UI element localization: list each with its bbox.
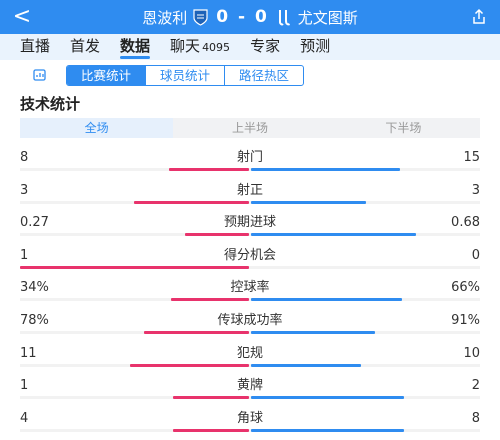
away-stat-value: 91% — [451, 313, 480, 328]
away-stat-bar — [251, 428, 404, 432]
home-stat-value: 34% — [20, 280, 49, 296]
tab-lineup[interactable]: 首发 — [70, 37, 101, 55]
stats-type-segment: 比赛统计 球员统计 路径热区 — [66, 65, 305, 86]
period-first-half[interactable]: 上半场 — [231, 121, 268, 135]
stat-row: 78% 传球成功率 91% — [0, 313, 500, 347]
home-team-name: 恩波利 — [142, 8, 188, 27]
home-stat-bar — [171, 298, 249, 302]
home-stat-bar — [173, 396, 249, 400]
stat-row: 1 得分机会 0 — [0, 248, 500, 282]
home-team-crest-icon — [193, 8, 208, 26]
stat-row: 8 射门 15 — [0, 150, 500, 184]
away-stat-value: 3 — [471, 182, 480, 198]
home-stat-value: 11 — [20, 345, 37, 361]
away-stat-bar — [251, 298, 402, 302]
away-stat-value: 66% — [451, 280, 480, 296]
away-stat-bar — [251, 200, 366, 204]
period-full[interactable]: 全场 — [20, 118, 174, 138]
home-stat-bar — [185, 233, 249, 237]
away-stat-bar — [251, 363, 361, 367]
stat-row: 34% 控球率 66% — [0, 280, 500, 314]
scoreline: 恩波利 0 - 0 尤文图斯 — [0, 0, 500, 34]
tab-experts[interactable]: 专家 — [250, 37, 281, 55]
stat-row: 4 角球 8 — [0, 411, 500, 440]
back-button[interactable]: < — [12, 4, 32, 29]
stat-row: 11 犯规 10 — [0, 346, 500, 380]
stat-row: 0.27 预期进球 0.68 — [0, 215, 500, 249]
section-title: 技术统计 — [20, 95, 81, 113]
stat-label: 黄牌 — [236, 378, 263, 394]
away-stat-value: 10 — [463, 345, 480, 361]
segment-player-stats[interactable]: 球员统计 — [145, 66, 224, 85]
stat-label: 射门 — [236, 150, 263, 165]
tab-data[interactable]: 数据 — [100, 34, 151, 60]
share-icon[interactable] — [470, 8, 488, 26]
away-stat-bar — [251, 168, 400, 171]
stat-bar-track — [20, 233, 480, 237]
segment-heatmap[interactable]: 路径热区 — [224, 66, 303, 85]
stat-bar-track — [20, 265, 480, 269]
chart-toggle-icon[interactable] — [32, 67, 48, 83]
stat-row: 1 黄牌 2 — [0, 378, 500, 412]
home-stat-value: 4 — [20, 410, 29, 426]
match-score: 0 - 0 — [216, 7, 269, 27]
home-stat-value: 8 — [20, 150, 29, 165]
home-stat-value: 1 — [20, 247, 29, 263]
stat-label: 传球成功率 — [217, 313, 283, 328]
stat-bar-track — [20, 298, 480, 302]
home-stat-bar — [134, 200, 249, 204]
tab-chat[interactable]: 聊天 4095 — [170, 37, 231, 55]
away-stat-value: 8 — [471, 410, 480, 426]
away-team-crest-icon — [278, 9, 290, 25]
home-stat-value: 0.27 — [20, 215, 49, 231]
stat-bar-track — [20, 331, 480, 334]
away-team-name: 尤文图斯 — [297, 8, 358, 27]
home-stat-value: 78% — [20, 313, 49, 328]
stat-label: 控球率 — [230, 280, 270, 296]
stat-bar-track — [20, 168, 480, 171]
chat-count: 4095 — [202, 41, 231, 54]
match-tabs: 直播 首发 数据 聊天 4095 专家 预测 — [0, 34, 500, 60]
tab-predictions[interactable]: 预测 — [300, 37, 331, 55]
stats-segment-row: 比赛统计 球员统计 路径热区 — [0, 60, 500, 90]
stat-label: 预期进球 — [223, 215, 276, 231]
away-stat-bar — [251, 233, 416, 237]
stat-bar-track — [20, 200, 480, 204]
home-stat-bar — [173, 428, 249, 432]
away-stat-value: 0.68 — [451, 215, 480, 231]
away-stat-bar — [251, 331, 375, 334]
stat-bar-track — [20, 428, 480, 432]
period-selector: 全场 上半场 下半场 — [20, 118, 480, 138]
period-second-half[interactable]: 下半场 — [385, 121, 422, 135]
away-stat-bar — [251, 396, 404, 400]
stat-label: 犯规 — [236, 345, 263, 361]
home-stat-bar — [20, 265, 249, 269]
home-stat-bar — [169, 168, 249, 171]
stat-row: 3 射正 3 — [0, 183, 500, 217]
home-stat-value: 1 — [20, 378, 29, 394]
stat-bar-track — [20, 363, 480, 367]
away-stat-value: 2 — [471, 378, 480, 394]
segment-match-stats[interactable]: 比赛统计 — [67, 66, 146, 85]
match-header: < 恩波利 0 - 0 尤文图斯 — [0, 0, 500, 34]
home-stat-bar — [144, 331, 249, 334]
tab-live[interactable]: 直播 — [20, 37, 51, 55]
stat-label: 角球 — [236, 410, 263, 426]
away-stat-value: 0 — [471, 247, 480, 263]
stat-bar-track — [20, 396, 480, 400]
home-stat-value: 3 — [20, 182, 29, 198]
stat-label: 射正 — [236, 182, 263, 198]
stat-label: 得分机会 — [223, 247, 276, 263]
away-stat-value: 15 — [463, 150, 480, 165]
home-stat-bar — [130, 363, 249, 367]
